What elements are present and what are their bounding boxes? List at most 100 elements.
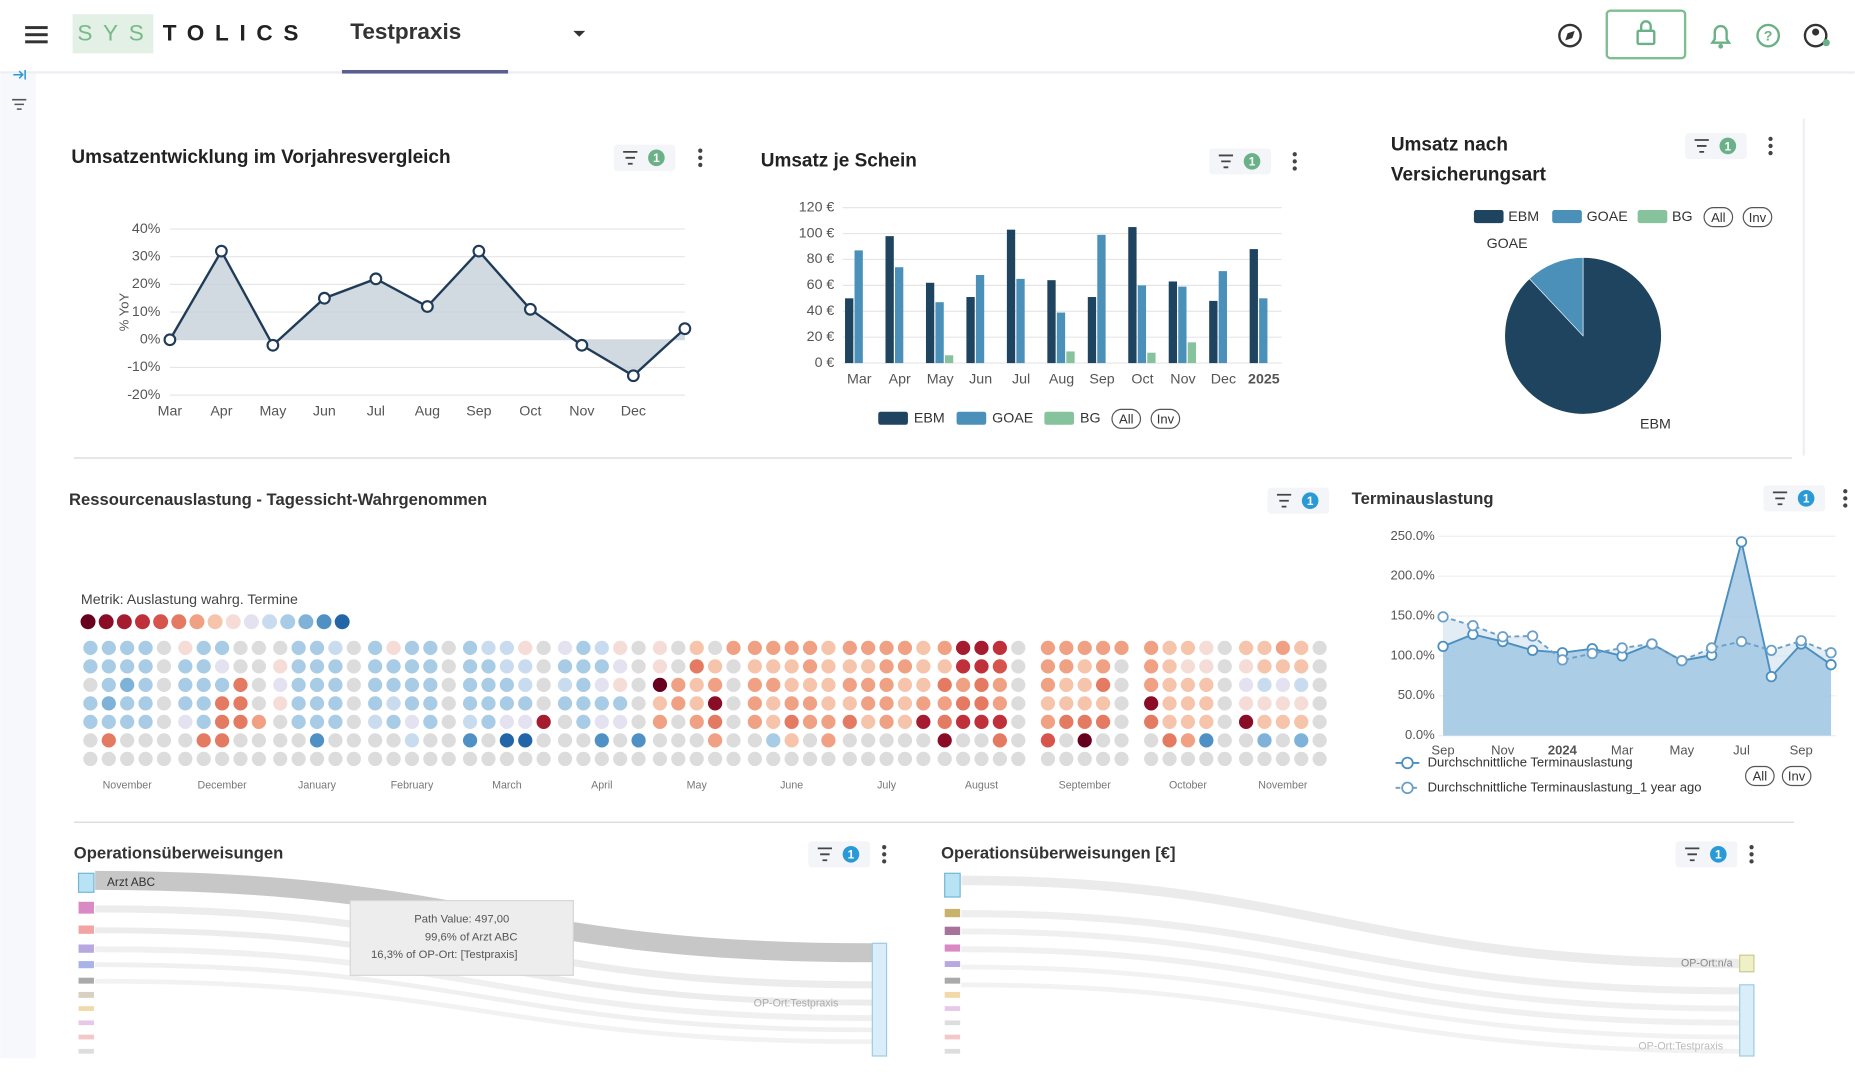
lock-button[interactable] (1605, 9, 1687, 60)
legend-toggle[interactable] (1745, 765, 1775, 787)
scale-dot (280, 614, 296, 630)
day-dot (726, 696, 741, 711)
legend-label[interactable]: Durchschnittliche Terminauslastung_1 yea… (1428, 779, 1702, 794)
filter-button-bg[interactable] (1685, 132, 1747, 159)
more-menu[interactable] (1749, 859, 1754, 864)
day-dot (462, 677, 478, 692)
day-dot (1059, 696, 1074, 711)
practice-selector[interactable]: Testpraxis (350, 19, 461, 44)
day-dot (1095, 640, 1111, 655)
legend-label[interactable]: EBM (914, 411, 945, 427)
filter-button-bg[interactable] (1209, 148, 1272, 175)
legend-swatch[interactable] (956, 411, 987, 425)
help-button[interactable]: ? (1756, 23, 1781, 48)
notifications-button[interactable] (1710, 24, 1732, 49)
day-dot (499, 677, 514, 692)
more-menu[interactable] (882, 859, 887, 864)
filter-icon[interactable] (1685, 847, 1700, 862)
month-label: November (103, 779, 153, 791)
scale-dot (207, 614, 223, 630)
day-dot (631, 714, 646, 730)
legend-label[interactable]: Durchschnittliche Terminauslastung (1428, 754, 1633, 769)
filter-button-bg[interactable] (613, 144, 676, 171)
more-menu[interactable] (1843, 496, 1848, 501)
legend-label[interactable]: GOAE (992, 411, 1033, 427)
more-menu[interactable] (1292, 166, 1297, 171)
expand-sidebar-icon[interactable] (13, 70, 26, 80)
point (1616, 642, 1628, 654)
legend-toggle-label[interactable]: Inv (1749, 210, 1767, 225)
legend-toggle-label[interactable]: All (1119, 411, 1134, 426)
legend-toggle[interactable] (1703, 207, 1734, 228)
legend-toggle-label[interactable]: All (1711, 210, 1726, 225)
day-dot (368, 696, 383, 711)
legend-swatch[interactable] (1637, 210, 1668, 224)
day-dot (802, 733, 818, 748)
more-menu[interactable] (1292, 159, 1297, 164)
filter-icon[interactable] (1772, 491, 1788, 506)
day-dot (196, 714, 211, 730)
legend-toggle[interactable] (1150, 408, 1181, 429)
legend-toggle-label[interactable]: Inv (1788, 769, 1806, 784)
day-dot (652, 659, 668, 674)
more-menu[interactable] (698, 162, 703, 168)
filter-icon[interactable] (817, 847, 832, 862)
day-dot (386, 751, 401, 767)
day-dot (594, 677, 609, 692)
day-dot (707, 659, 723, 674)
more-menu[interactable] (882, 845, 887, 850)
legend-swatch[interactable] (878, 411, 908, 425)
more-menu[interactable] (1843, 503, 1848, 508)
legend-toggle[interactable] (1781, 765, 1812, 787)
more-menu[interactable] (1292, 152, 1297, 157)
legend-swatch[interactable] (1552, 210, 1582, 224)
legend-label[interactable]: BG (1080, 411, 1101, 427)
more-menu[interactable] (1749, 852, 1754, 857)
legend-label[interactable]: EBM (1508, 209, 1539, 225)
day-dot (138, 751, 153, 767)
sidebar-filter-icon[interactable] (12, 98, 27, 110)
legend-marker[interactable] (1401, 756, 1414, 770)
dropdown-arrow[interactable] (573, 30, 586, 37)
filter-button-bg[interactable] (1763, 485, 1826, 512)
day-dot (992, 640, 1007, 655)
more-menu[interactable] (882, 852, 887, 857)
more-menu[interactable] (1749, 845, 1754, 850)
day-dot (937, 751, 952, 767)
day-dot (1144, 733, 1159, 748)
filter-button-bg[interactable] (1675, 841, 1738, 868)
more-menu[interactable] (698, 155, 703, 160)
day-dot (423, 751, 438, 767)
filter-button-bg[interactable] (1267, 487, 1330, 514)
more-menu[interactable] (1768, 143, 1773, 149)
legend-toggle[interactable] (1111, 408, 1142, 429)
filter-icon[interactable] (1276, 493, 1292, 508)
more-menu[interactable] (698, 148, 703, 153)
day-dot (481, 733, 496, 748)
x-tick-label: May (259, 403, 287, 419)
legend-label[interactable]: GOAE (1587, 209, 1628, 225)
legend-label[interactable]: BG (1672, 209, 1693, 225)
day-dot (138, 640, 153, 655)
day-dot (652, 714, 668, 730)
legend-toggle[interactable] (1742, 207, 1773, 228)
more-menu[interactable] (1768, 150, 1773, 156)
day-dot (1144, 677, 1159, 692)
filter-icon[interactable] (1694, 139, 1709, 153)
legend-toggle-label[interactable]: All (1753, 769, 1768, 784)
legend-toggle-label[interactable]: Inv (1157, 411, 1175, 426)
day-dot (120, 659, 135, 674)
chart-title: Operationsüberweisungen (74, 844, 284, 863)
more-menu[interactable] (1843, 489, 1848, 494)
filter-button-bg[interactable] (808, 841, 870, 868)
menu-button[interactable] (25, 26, 48, 44)
user-button[interactable] (1803, 23, 1830, 48)
filter-icon[interactable] (1218, 154, 1234, 169)
more-menu[interactable] (1768, 136, 1773, 141)
day-dot (83, 714, 98, 730)
legend-marker[interactable] (1401, 781, 1414, 795)
legend-swatch[interactable] (1044, 411, 1075, 425)
filter-icon[interactable] (623, 150, 638, 165)
day-dot (916, 677, 931, 692)
legend-swatch[interactable] (1473, 210, 1504, 224)
